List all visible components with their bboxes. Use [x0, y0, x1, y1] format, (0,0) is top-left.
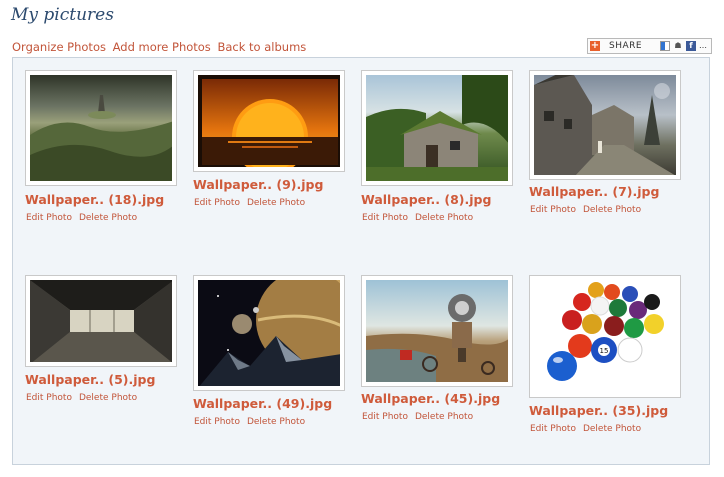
photo-name[interactable]: Wallpaper.. (9).jpg [193, 177, 324, 192]
delete-photo-link[interactable]: Delete Photo [582, 424, 642, 434]
back-to-albums-link[interactable]: Back to albums [217, 40, 307, 54]
action-links: Organize Photos Add more Photos Back to … [12, 40, 309, 54]
edit-photo-link[interactable]: Edit Photo [26, 213, 72, 223]
photo-actions: Edit Photo Delete Photo [194, 198, 312, 208]
photo-thumbnail[interactable] [193, 70, 345, 172]
facebook-icon[interactable]: f [686, 41, 696, 51]
photo-actions: Edit Photo Delete Photo [530, 424, 648, 434]
delete-photo-link[interactable]: Delete Photo [414, 412, 474, 422]
photo-thumbnail[interactable]: 15 [529, 275, 681, 398]
photo-thumbnail[interactable] [25, 70, 177, 186]
more-icon[interactable]: … [699, 41, 707, 50]
add-photos-link[interactable]: Add more Photos [112, 40, 211, 54]
photo-gallery: Wallpaper.. (18).jpg Edit Photo Delete Ph… [12, 57, 710, 465]
photo-thumbnail[interactable] [25, 275, 177, 367]
delete-photo-link[interactable]: Delete Photo [582, 205, 642, 215]
share-button[interactable]: + SHARE ☗ f … [587, 38, 712, 54]
photo-name[interactable]: Wallpaper.. (49).jpg [193, 396, 333, 411]
edit-photo-link[interactable]: Edit Photo [362, 412, 408, 422]
photo-thumbnail[interactable] [529, 70, 681, 180]
edit-photo-link[interactable]: Edit Photo [362, 213, 408, 223]
cottage-image [366, 75, 508, 181]
delete-photo-link[interactable]: Delete Photo [78, 393, 138, 403]
photo-name[interactable]: Wallpaper.. (8).jpg [361, 192, 492, 207]
photo-name[interactable]: Wallpaper.. (18).jpg [25, 192, 165, 207]
plus-icon: + [590, 40, 600, 51]
photo-actions: Edit Photo Delete Photo [194, 417, 312, 427]
edit-photo-link[interactable]: Edit Photo [530, 424, 576, 434]
photo-actions: Edit Photo Delete Photo [530, 205, 648, 215]
delete-photo-link[interactable]: Delete Photo [246, 198, 306, 208]
photo-thumbnail[interactable] [193, 275, 345, 391]
photo-thumbnail[interactable] [361, 70, 513, 186]
photo-actions: Edit Photo Delete Photo [26, 213, 144, 223]
edit-photo-link[interactable]: Edit Photo [194, 198, 240, 208]
photo-actions: Edit Photo Delete Photo [26, 393, 144, 403]
warehouse-image [30, 280, 172, 362]
photo-actions: Edit Photo Delete Photo [362, 213, 480, 223]
edit-photo-link[interactable]: Edit Photo [194, 417, 240, 427]
delete-photo-link[interactable]: Delete Photo [414, 213, 474, 223]
share-label: SHARE [609, 41, 643, 51]
photo-name[interactable]: Wallpaper.. (5).jpg [25, 372, 156, 387]
street-image [534, 75, 675, 175]
delete-photo-link[interactable]: Delete Photo [246, 417, 306, 427]
billiard-image: 15 [547, 282, 664, 381]
sunset-image [202, 79, 338, 167]
space-image [199, 280, 340, 386]
edit-photo-link[interactable]: Edit Photo [26, 393, 72, 403]
photo-name[interactable]: Wallpaper.. (7).jpg [529, 184, 660, 199]
delicious-icon[interactable] [660, 41, 670, 51]
photo-actions: Edit Photo Delete Photo [362, 412, 480, 422]
digg-icon[interactable]: ☗ [674, 41, 682, 50]
delete-photo-link[interactable]: Delete Photo [78, 213, 138, 223]
svg-text:15: 15 [600, 347, 609, 355]
organize-photos-link[interactable]: Organize Photos [12, 40, 106, 54]
page-title: My pictures [11, 5, 114, 25]
edit-photo-link[interactable]: Edit Photo [530, 205, 576, 215]
landscape-image [30, 95, 172, 181]
robots-image [366, 294, 508, 382]
photo-name[interactable]: Wallpaper.. (35).jpg [529, 403, 669, 418]
photo-name[interactable]: Wallpaper.. (45).jpg [361, 391, 501, 406]
photo-thumbnail[interactable] [361, 275, 513, 387]
